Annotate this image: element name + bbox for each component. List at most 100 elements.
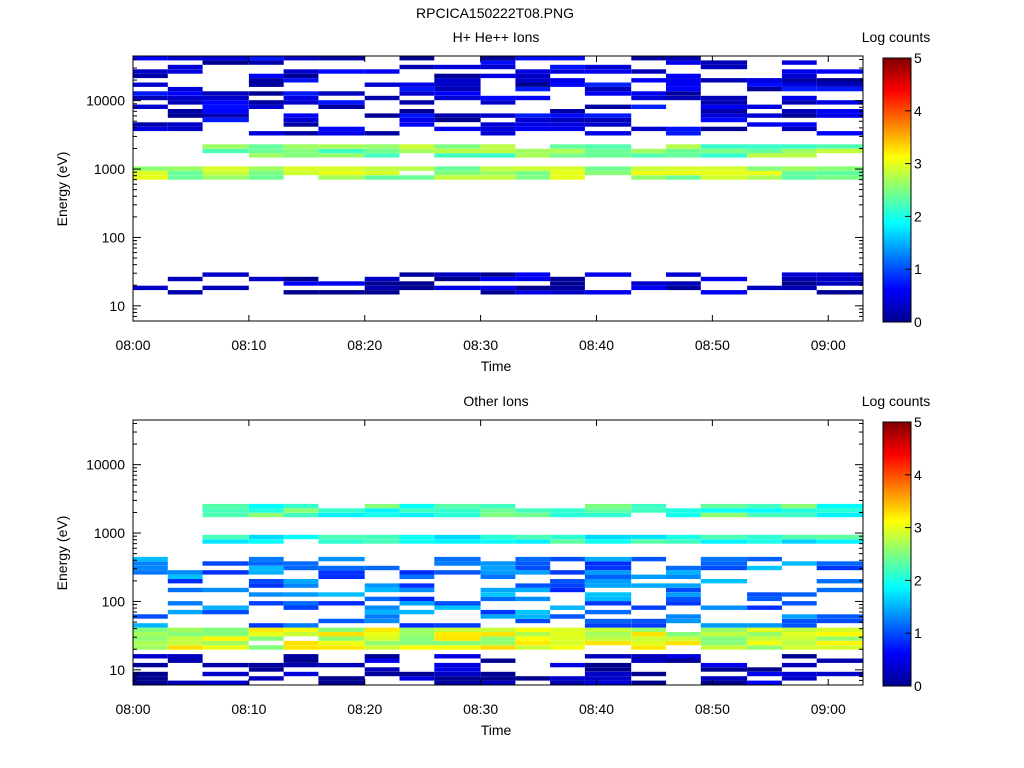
y-tick-label: 100 bbox=[102, 229, 126, 245]
heatmap-cell bbox=[283, 113, 319, 118]
heatmap-cell bbox=[167, 570, 203, 575]
heatmap-cell bbox=[747, 667, 782, 672]
heatmap-cell bbox=[399, 122, 435, 127]
heatmap-cell bbox=[283, 144, 319, 149]
colorbar-tick-label: 3 bbox=[914, 520, 922, 536]
heatmap-cell bbox=[700, 636, 748, 641]
heatmap-cell bbox=[550, 636, 585, 641]
heatmap-cell bbox=[480, 614, 516, 619]
heatmap-cell bbox=[781, 508, 817, 513]
heatmap-cell bbox=[700, 561, 748, 566]
heatmap-cell bbox=[781, 170, 817, 176]
heatmap-cell bbox=[700, 126, 748, 132]
heatmap-cell bbox=[480, 676, 516, 681]
heatmap-cell bbox=[816, 78, 863, 83]
heatmap-cell bbox=[584, 609, 632, 615]
heatmap-cell bbox=[584, 636, 632, 641]
heatmap-cell bbox=[515, 126, 551, 132]
heatmap-cell bbox=[248, 144, 284, 149]
heatmap-cell bbox=[747, 104, 782, 109]
heatmap-cell bbox=[434, 272, 481, 277]
heatmap-cell bbox=[283, 503, 319, 509]
heatmap-cell bbox=[666, 60, 701, 65]
heatmap-cell bbox=[515, 627, 551, 632]
heatmap-cell bbox=[584, 503, 632, 509]
heatmap-cell bbox=[434, 632, 481, 637]
heatmap-cell bbox=[631, 126, 667, 132]
heatmap-cell bbox=[167, 113, 203, 118]
heatmap-cell bbox=[283, 662, 319, 668]
heatmap-cell bbox=[631, 78, 667, 83]
x-tick-label: 08:10 bbox=[231, 701, 266, 717]
heatmap-cell bbox=[631, 623, 667, 628]
heatmap-cell bbox=[202, 100, 249, 105]
y-tick-label: 100 bbox=[102, 593, 126, 609]
heatmap-cell bbox=[816, 69, 863, 74]
heatmap-cell bbox=[666, 592, 701, 597]
heatmap-cell bbox=[364, 512, 400, 518]
heatmap-cell bbox=[133, 676, 168, 681]
heatmap-cell bbox=[167, 64, 203, 70]
heatmap-cell bbox=[550, 680, 585, 685]
heatmap-cell bbox=[747, 508, 782, 513]
heatmap-cell bbox=[318, 170, 365, 176]
heatmap-cell bbox=[747, 539, 782, 544]
heatmap-cell bbox=[318, 570, 365, 575]
heatmap-cell bbox=[666, 86, 701, 92]
heatmap-cell bbox=[515, 534, 551, 540]
heatmap-cell bbox=[515, 570, 551, 575]
heatmap-cell bbox=[248, 623, 284, 628]
heatmap-cell bbox=[781, 627, 817, 632]
heatmap-cell bbox=[202, 570, 249, 575]
panel-hplus-heplus: H+ He++ Ions 08:00 08:10 08:20 08:30 08:40 08… bbox=[54, 29, 930, 374]
heatmap-cell bbox=[515, 587, 551, 593]
heatmap-cell bbox=[666, 574, 701, 579]
heatmap-cell bbox=[631, 175, 667, 180]
heatmap-cell bbox=[781, 281, 817, 286]
heatmap-cell bbox=[133, 561, 168, 566]
heatmap-cell bbox=[550, 605, 585, 610]
heatmap-cell bbox=[550, 640, 585, 646]
heatmap-cell bbox=[364, 508, 400, 513]
heatmap-cell bbox=[781, 276, 817, 282]
heatmap-cell bbox=[480, 166, 516, 171]
heatmap-cell bbox=[631, 148, 667, 154]
heatmap-cell bbox=[133, 570, 168, 575]
colorbar-tick-label: 5 bbox=[914, 50, 922, 66]
heatmap-cell bbox=[550, 534, 585, 540]
heatmap-cell bbox=[550, 508, 585, 513]
heatmap-cell bbox=[364, 667, 400, 672]
heatmap-cell bbox=[399, 671, 435, 677]
heatmap-cell bbox=[248, 556, 284, 562]
heatmap-cell bbox=[700, 104, 748, 109]
heatmap-cell bbox=[318, 100, 365, 105]
heatmap-cell bbox=[283, 122, 319, 127]
colorbar-tick-label: 0 bbox=[914, 678, 922, 694]
heatmap-cell bbox=[434, 667, 481, 672]
heatmap-cell bbox=[666, 636, 701, 641]
heatmap-cell bbox=[816, 109, 863, 114]
heatmap-cell bbox=[550, 579, 585, 584]
heatmap-cell bbox=[700, 166, 748, 171]
heatmap-cell bbox=[550, 570, 585, 575]
heatmap-cell bbox=[666, 512, 701, 518]
heatmap-cell bbox=[283, 91, 319, 96]
heatmap-cell bbox=[515, 508, 551, 513]
heatmap-cell bbox=[283, 166, 319, 171]
heatmap-cell bbox=[781, 640, 817, 646]
heatmap-cell bbox=[550, 556, 585, 562]
x-axis-label: Time bbox=[481, 358, 512, 374]
heatmap-cell bbox=[399, 113, 435, 118]
x-tick-label: 08:40 bbox=[579, 701, 614, 717]
heatmap-cell bbox=[631, 605, 667, 610]
heatmap-cell bbox=[399, 86, 435, 92]
heatmap-cell bbox=[202, 95, 249, 101]
heatmap-cell bbox=[318, 534, 365, 540]
heatmap-cell bbox=[631, 104, 667, 109]
heatmap-cell bbox=[318, 148, 365, 154]
heatmap-cell bbox=[133, 126, 168, 132]
heatmap-cell bbox=[480, 276, 516, 282]
panel-other-ions: Other Ions 08:00 08:10 08:20 08:30 08:40 08:5… bbox=[54, 393, 930, 738]
heatmap-cell bbox=[515, 117, 551, 123]
heatmap-cell bbox=[584, 113, 632, 118]
